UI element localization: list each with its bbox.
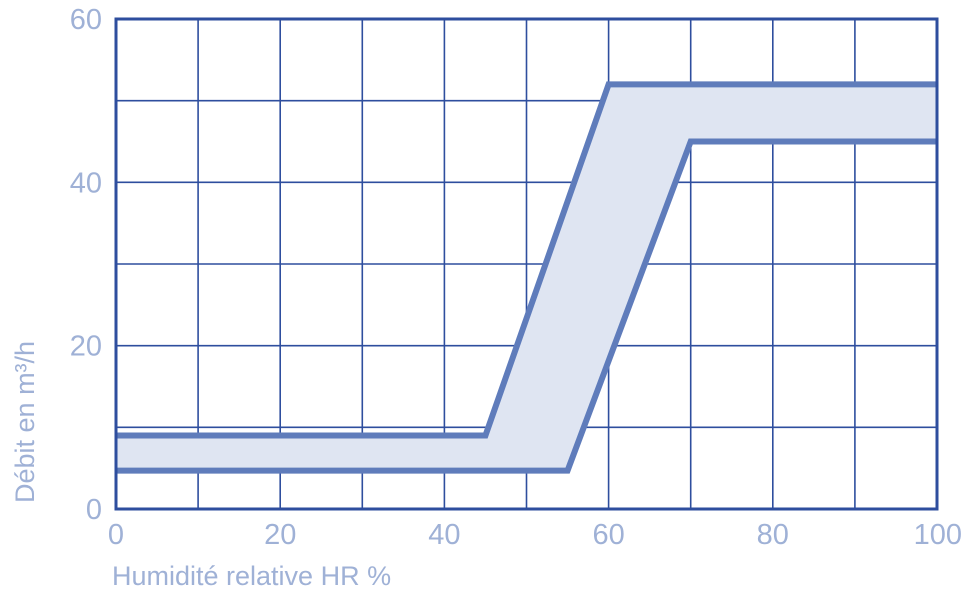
x-tick-label: 40 (428, 519, 460, 551)
y-tick-label: 60 (70, 4, 102, 36)
plot-frame (114, 17, 939, 511)
x-tick-labels: 0 20 40 60 80 100 (108, 519, 962, 551)
x-tick-label: 80 (757, 519, 789, 551)
flow-range-band (116, 84, 937, 471)
y-tick-label: 0 (86, 494, 102, 526)
x-tick-label: 20 (264, 519, 296, 551)
y-axis-title: Débit en m³/h (10, 341, 40, 503)
y-tick-label: 20 (70, 331, 102, 363)
series-lower-line (116, 138, 937, 474)
x-tick-label: 60 (592, 519, 624, 551)
y-tick-label: 40 (70, 167, 102, 199)
y-tick-labels: 0 20 40 60 (70, 4, 102, 526)
x-tick-label: 100 (914, 519, 962, 551)
series-upper-line (116, 81, 937, 439)
x-axis-title: Humidité relative HR % (112, 561, 391, 589)
x-tick-label: 0 (108, 519, 124, 551)
